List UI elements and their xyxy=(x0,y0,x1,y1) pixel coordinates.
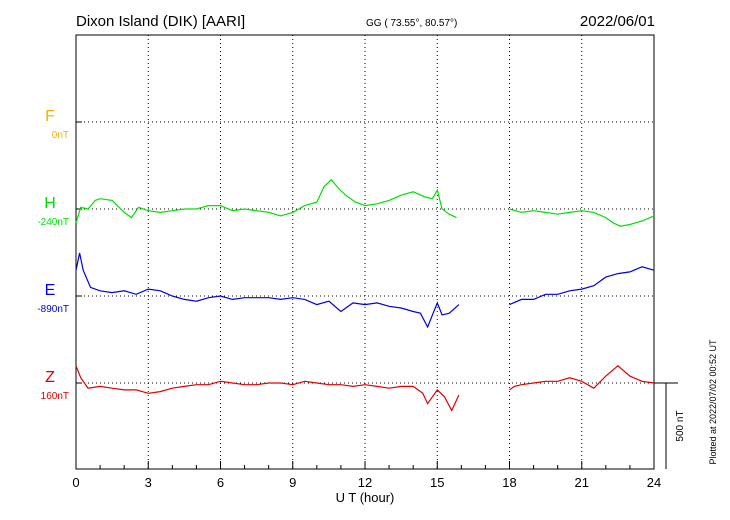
x-tick-label: 15 xyxy=(430,475,444,490)
x-tick-label: 12 xyxy=(358,475,372,490)
x-tick-label: 3 xyxy=(145,475,152,490)
plotted-timestamp: Plotted at 2022/07/02 00:52 UT xyxy=(708,339,718,465)
series-line-z xyxy=(75,365,655,412)
date-label: 2022/06/01 xyxy=(580,13,655,30)
component-labels: F 0nT H -240nT E -890nT Z 160nT xyxy=(37,108,69,402)
x-tick-label: 24 xyxy=(647,475,661,490)
x-tick-label: 21 xyxy=(575,475,589,490)
component-offset-f: 0nT xyxy=(52,130,69,141)
component-name-z: Z xyxy=(45,369,55,386)
x-axis-ticks: 0 3 6 9 12 15 18 21 24 xyxy=(72,34,661,490)
grid-lines xyxy=(76,35,654,469)
x-tick-label: 18 xyxy=(502,475,516,490)
component-offset-e: -890nT xyxy=(37,304,69,315)
component-offset-h: -240nT xyxy=(37,217,69,228)
component-offset-z: 160nT xyxy=(41,391,69,402)
component-name-e: E xyxy=(45,282,56,299)
component-name-h: H xyxy=(44,195,56,212)
x-tick-label: 6 xyxy=(217,475,224,490)
scale-bar: 500 nT xyxy=(654,382,686,469)
series-group xyxy=(75,178,655,412)
x-axis-title: U T (hour) xyxy=(336,490,395,505)
series-line-h xyxy=(75,178,655,227)
scale-bar-label: 500 nT xyxy=(675,410,686,441)
x-tick-label: 0 xyxy=(72,475,79,490)
component-name-f: F xyxy=(45,108,55,125)
station-title: Dixon Island (DIK) [AARI] xyxy=(76,13,245,30)
series-line-e xyxy=(75,252,655,329)
x-tick-label: 9 xyxy=(289,475,296,490)
station-coordinates: GG ( 73.55°, 80.57°) xyxy=(366,18,457,29)
